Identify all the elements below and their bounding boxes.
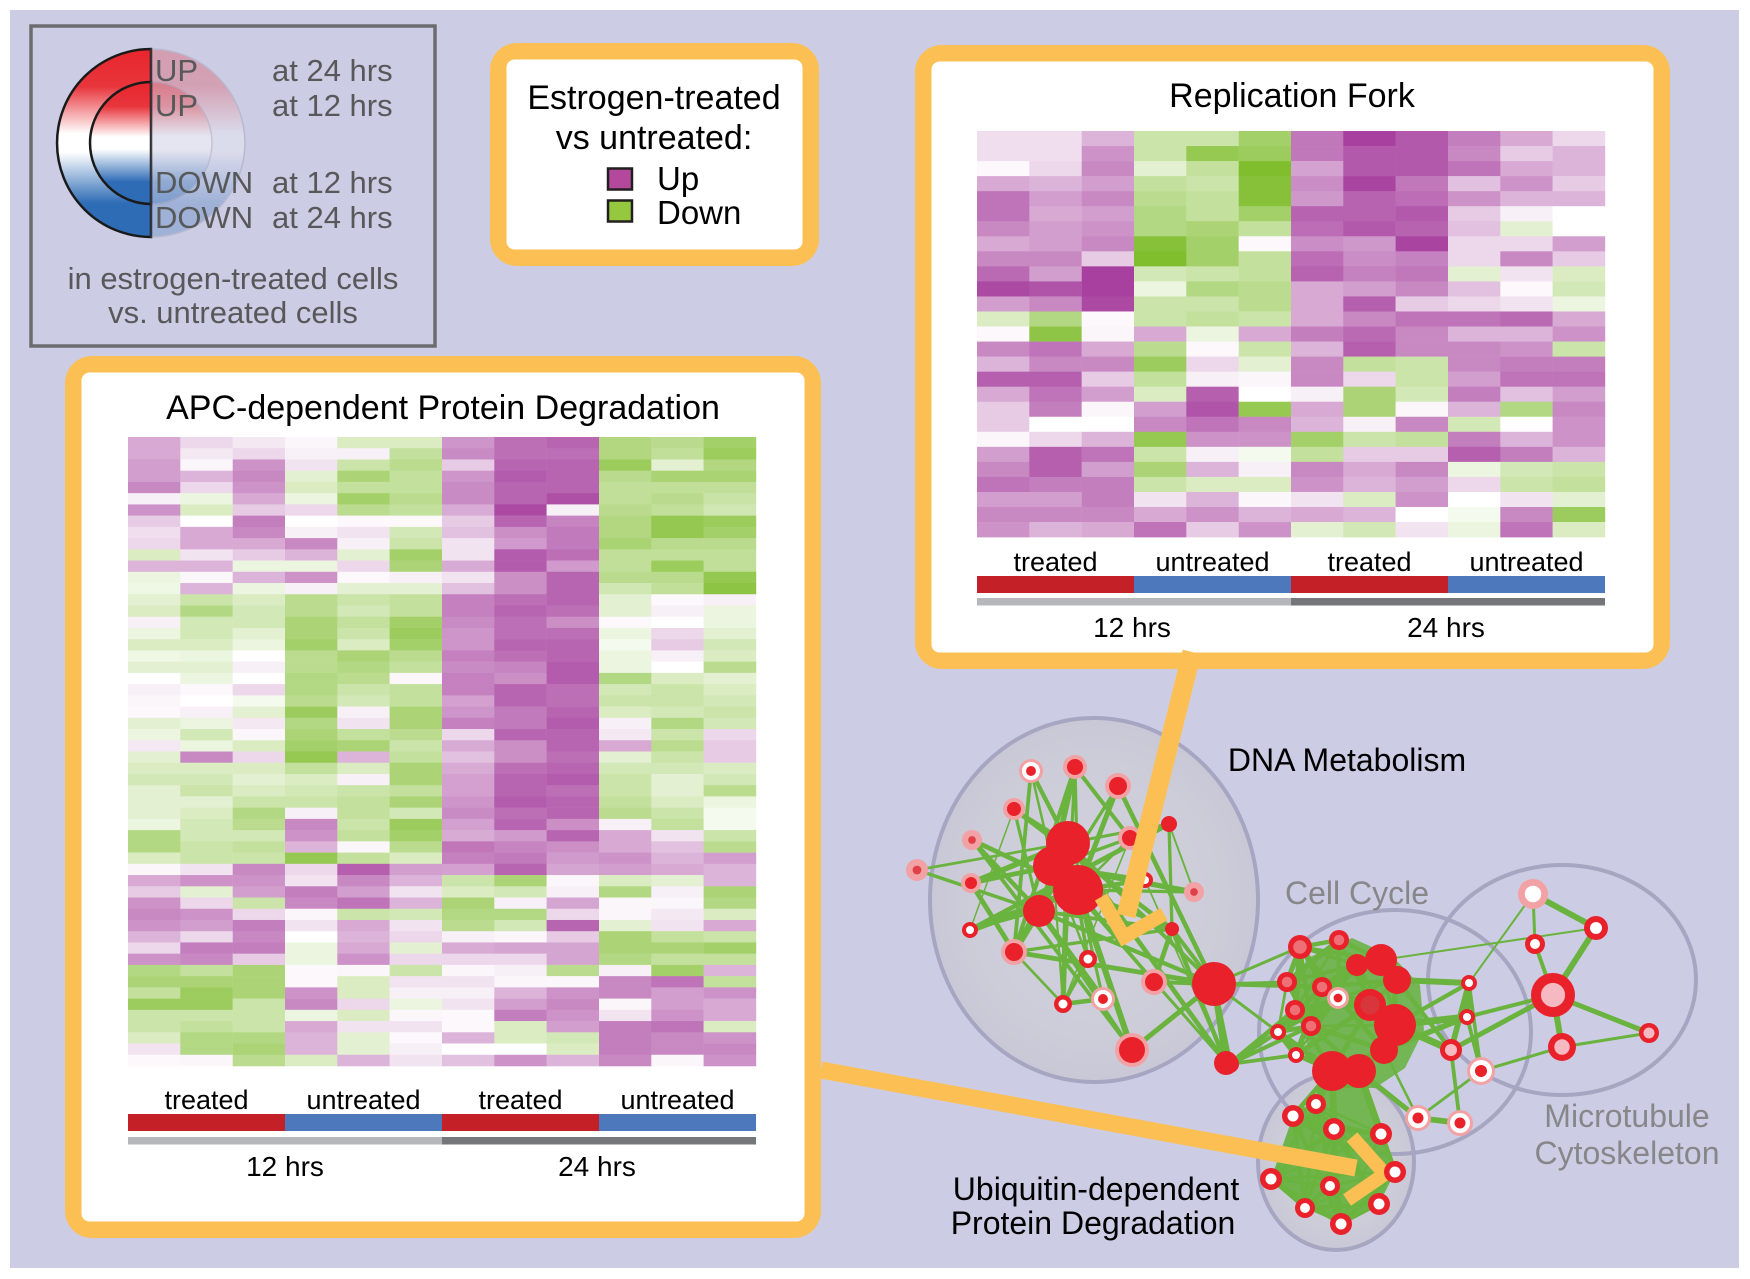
svg-text:UP: UP: [155, 53, 198, 88]
svg-text:at 12 hrs: at 12 hrs: [272, 165, 393, 200]
svg-text:in estrogen-treated cells: in estrogen-treated cells: [68, 261, 399, 296]
svg-text:Up: Up: [657, 160, 699, 197]
svg-text:Protein Degradation: Protein Degradation: [951, 1205, 1236, 1241]
svg-text:24 hrs: 24 hrs: [558, 1151, 636, 1182]
svg-text:Cytoskeleton: Cytoskeleton: [1535, 1135, 1720, 1171]
svg-text:treated: treated: [1327, 547, 1411, 577]
svg-text:DOWN: DOWN: [155, 200, 253, 235]
svg-text:Cell Cycle: Cell Cycle: [1285, 875, 1429, 911]
svg-text:treated: treated: [478, 1085, 562, 1115]
svg-text:Microtubule: Microtubule: [1544, 1098, 1709, 1134]
svg-text:DOWN: DOWN: [155, 165, 253, 200]
svg-text:12 hrs: 12 hrs: [246, 1151, 324, 1182]
svg-text:APC-dependent Protein Degradat: APC-dependent Protein Degradation: [166, 389, 720, 427]
svg-text:untreated: untreated: [1155, 547, 1269, 577]
svg-text:at 24 hrs: at 24 hrs: [272, 53, 393, 88]
svg-text:Replication Fork: Replication Fork: [1169, 77, 1416, 115]
svg-text:24 hrs: 24 hrs: [1407, 612, 1485, 643]
svg-text:Estrogen-treated: Estrogen-treated: [527, 79, 780, 117]
svg-text:vs untreated:: vs untreated:: [556, 119, 753, 157]
svg-text:untreated: untreated: [306, 1085, 420, 1115]
svg-text:at 24 hrs: at 24 hrs: [272, 200, 393, 235]
svg-text:treated: treated: [1013, 547, 1097, 577]
svg-text:DNA Metabolism: DNA Metabolism: [1228, 742, 1466, 778]
svg-text:treated: treated: [164, 1085, 248, 1115]
svg-text:vs. untreated cells: vs. untreated cells: [108, 295, 358, 330]
svg-text:at 12 hrs: at 12 hrs: [272, 88, 393, 123]
svg-text:12 hrs: 12 hrs: [1093, 612, 1171, 643]
svg-text:Down: Down: [657, 194, 741, 231]
svg-text:untreated: untreated: [620, 1085, 734, 1115]
svg-text:UP: UP: [155, 88, 198, 123]
svg-text:Ubiquitin-dependent: Ubiquitin-dependent: [953, 1171, 1240, 1207]
svg-text:untreated: untreated: [1469, 547, 1583, 577]
